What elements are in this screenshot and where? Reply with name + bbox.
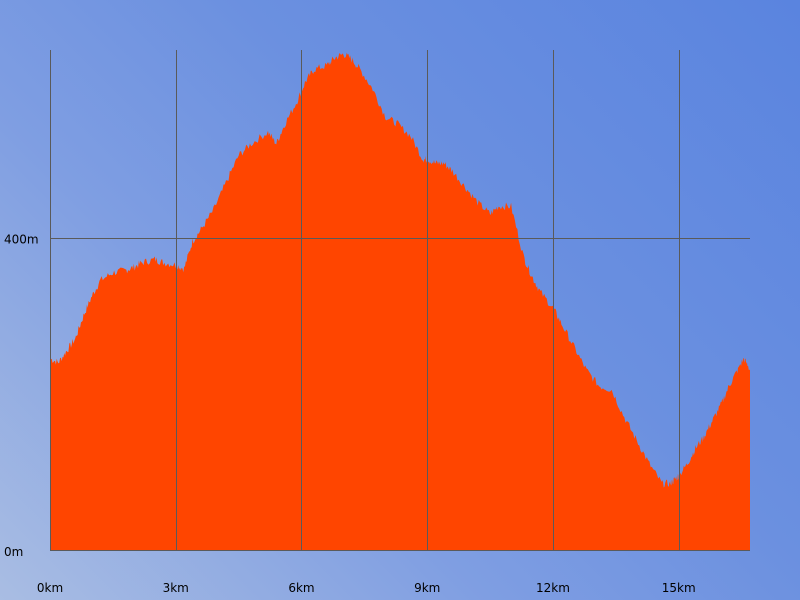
grid [50, 50, 750, 550]
x-tick-label: 15km [662, 581, 696, 595]
x-tick-labels: 0km 3km 6km 9km 12km 15km [37, 581, 696, 595]
x-tick-label: 6km [288, 581, 314, 595]
x-tick-label: 9km [414, 581, 440, 595]
x-tick-label: 0km [37, 581, 63, 595]
x-tick-label: 12km [536, 581, 570, 595]
elevation-area [50, 52, 750, 551]
y-tick-label: 400m [4, 233, 39, 247]
y-tick-label: 0m [4, 545, 23, 559]
y-tick-labels: 0m 400m [4, 233, 39, 560]
axes [50, 50, 750, 551]
x-tick-label: 3km [163, 581, 189, 595]
